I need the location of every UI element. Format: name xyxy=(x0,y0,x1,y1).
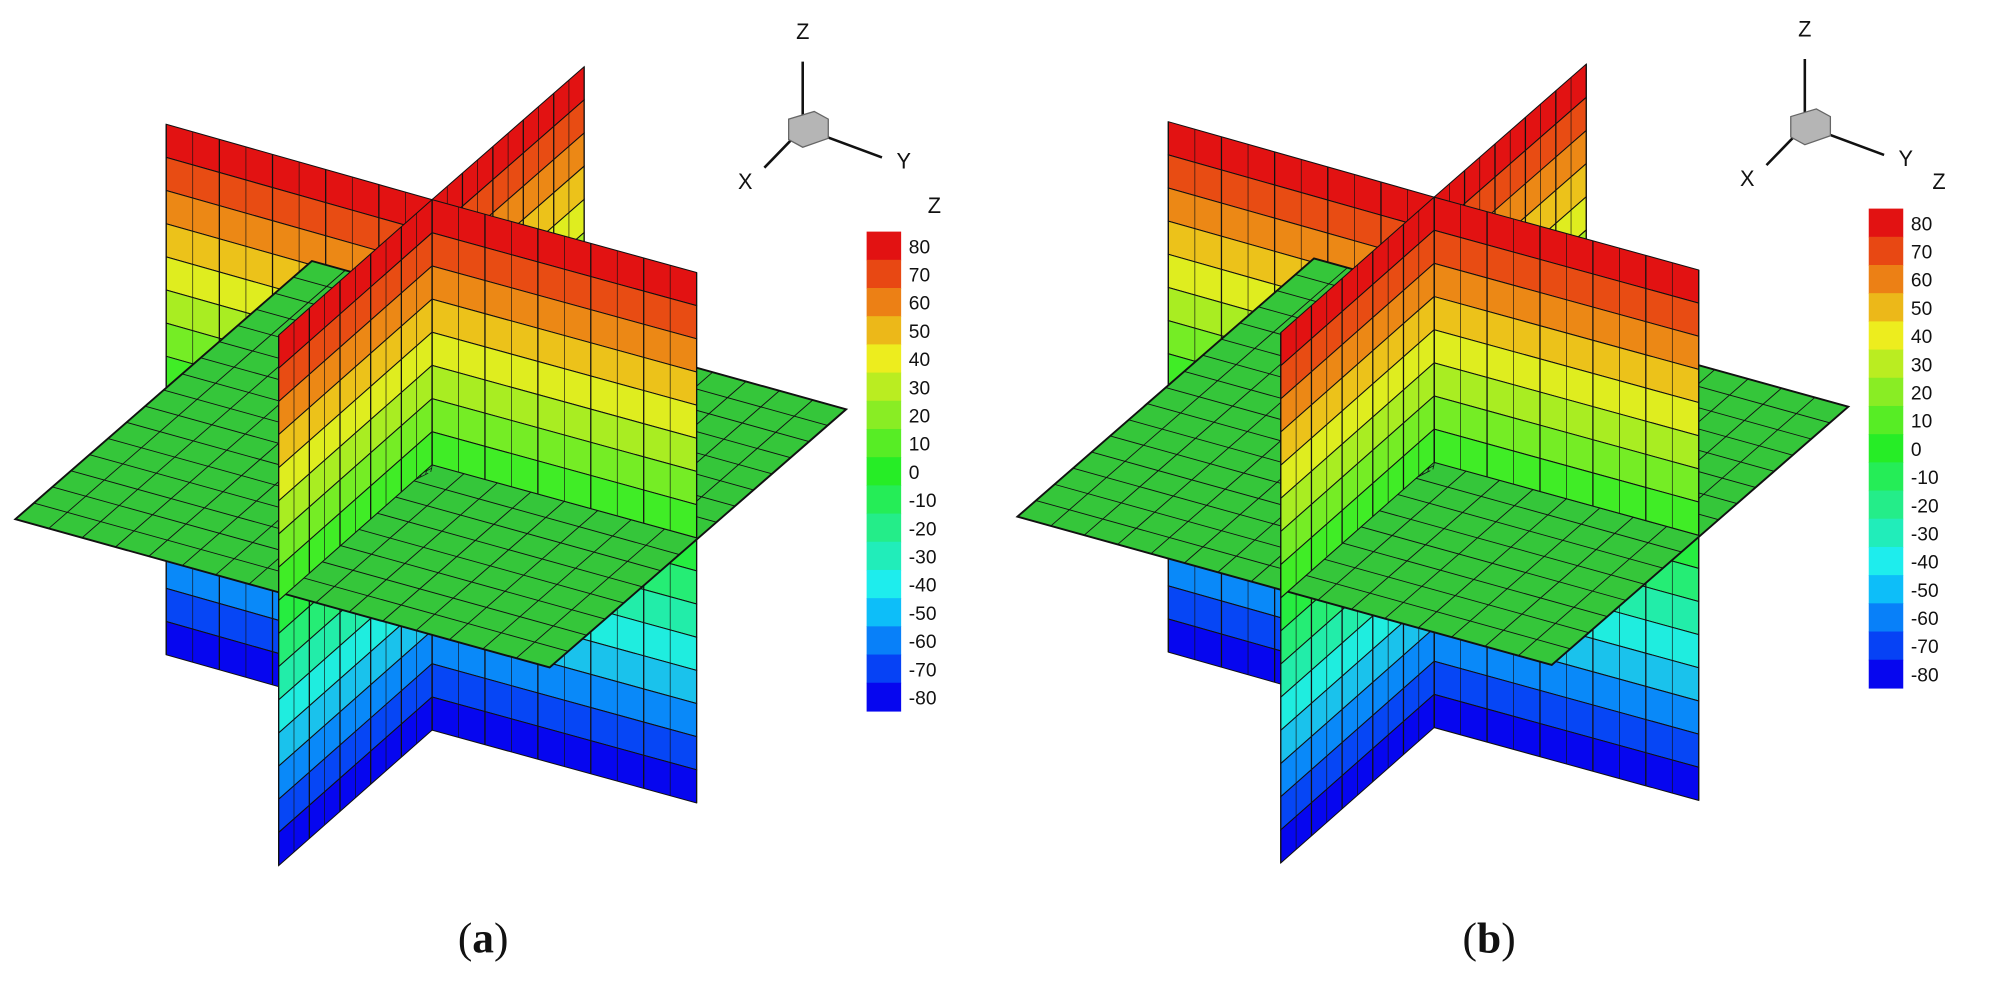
colorbar-cell xyxy=(866,231,902,261)
colorbar-cell xyxy=(866,287,902,317)
mesh-plot xyxy=(13,65,849,867)
colorbar-label: -20 xyxy=(909,519,937,540)
colorbar-cell xyxy=(866,682,902,712)
colorbar-cell xyxy=(866,513,902,543)
colorbar-cell xyxy=(866,457,902,487)
colorbar-label: -50 xyxy=(1911,581,1939,602)
colorbar-label: 60 xyxy=(1911,271,1932,292)
colorbar-label: -60 xyxy=(1911,609,1939,630)
colorbar-cell xyxy=(1868,349,1904,379)
colorbar-cell xyxy=(866,485,902,515)
caption: (a) xyxy=(458,914,509,962)
colorbar-label: -10 xyxy=(1911,468,1939,489)
colorbar-cell xyxy=(1868,603,1904,633)
colorbar-cell xyxy=(1868,490,1904,520)
colorbar-cell xyxy=(1868,434,1904,463)
caption-part: b xyxy=(1477,914,1501,962)
colorbar-cell xyxy=(1868,293,1904,323)
colorbar-label: 30 xyxy=(909,378,930,399)
axis-label: Z xyxy=(1798,17,1811,42)
colorbar-cell xyxy=(1868,546,1904,576)
colorbar-label: 0 xyxy=(1911,440,1922,461)
axis-label: Y xyxy=(1899,146,1914,171)
colorbar-title: Z xyxy=(928,193,941,218)
colorbar-label: 10 xyxy=(909,435,930,456)
colorbar-label: 30 xyxy=(1911,355,1932,376)
colorbar-cell xyxy=(1868,321,1904,351)
colorbar-cell xyxy=(1868,462,1904,492)
colorbar-label: -40 xyxy=(909,576,937,597)
axis-label: Y xyxy=(896,148,911,173)
caption-part: ) xyxy=(494,914,508,962)
colorbar-cell xyxy=(866,400,902,430)
axis-label: X xyxy=(1740,166,1755,191)
colorbar-label: -30 xyxy=(1911,524,1939,545)
colorbar-label: -10 xyxy=(909,491,937,512)
colorbar-label: 70 xyxy=(909,266,930,287)
axis-cube xyxy=(1790,108,1832,146)
colorbar-label: -80 xyxy=(909,688,937,709)
caption: (b) xyxy=(1463,914,1516,962)
colorbar-label: 80 xyxy=(909,237,930,258)
colorbar-label: -80 xyxy=(1911,665,1939,686)
caption-part: ( xyxy=(458,914,472,962)
axis-label: Z xyxy=(796,19,809,44)
colorbar-cell xyxy=(866,259,902,289)
colorbar-label: -50 xyxy=(909,604,937,625)
axis-triad: Z Y X xyxy=(738,19,911,194)
colorbar-cell xyxy=(1868,377,1904,407)
colorbar-label: -30 xyxy=(909,547,937,568)
colorbar-cell xyxy=(1868,659,1904,689)
colorbar-label: -20 xyxy=(1911,496,1939,517)
colorbar-title: Z xyxy=(1932,169,1945,194)
colorbar-label: 0 xyxy=(909,463,920,484)
caption-part: ) xyxy=(1501,914,1515,962)
colorbar-label: -70 xyxy=(1911,637,1939,658)
colorbar-cell xyxy=(1868,631,1904,661)
colorbar-cell xyxy=(866,626,902,656)
colorbar-cell xyxy=(866,316,902,346)
colorbar-cell xyxy=(866,372,902,402)
axis-triad: Z Y X xyxy=(1740,17,1913,192)
colorbar-label: 70 xyxy=(1911,243,1932,264)
colorbar-label: -60 xyxy=(909,632,937,653)
colorbar-cell xyxy=(866,428,902,458)
colorbar-label: 20 xyxy=(909,406,930,427)
mesh-plot xyxy=(1015,63,1851,865)
colorbar-label: 20 xyxy=(1911,383,1932,404)
colorbar-cell xyxy=(866,569,902,599)
colorbar-cell xyxy=(866,598,902,627)
colorbar-label: 60 xyxy=(909,294,930,315)
panel: ZYXZ80706050403020100-10-20-30-40-50-60-… xyxy=(13,19,941,962)
colorbar: Z80 70 60 50 40 30 20 10 0 -10 -20 -30 -40 -50 -60 -70 -… xyxy=(1868,169,1946,689)
axis-label: X xyxy=(738,169,753,194)
caption-part: ( xyxy=(1463,914,1477,962)
caption-part: a xyxy=(472,914,494,962)
axis-cube xyxy=(788,110,829,148)
colorbar-label: 10 xyxy=(1911,412,1932,433)
colorbar-label: 40 xyxy=(909,350,930,371)
colorbar-label: 50 xyxy=(1911,299,1932,320)
colorbar-label: 50 xyxy=(909,322,930,343)
colorbar-cell xyxy=(1868,236,1904,266)
colorbar-cell xyxy=(866,654,902,684)
colorbar-cell xyxy=(866,541,902,571)
colorbar-cell xyxy=(1868,405,1904,435)
colorbar: Z 80 70 60 50 40 30 20 10 0 -10 -20 -30 -40 -50 -60 -70 -… xyxy=(866,193,941,712)
colorbar-cell xyxy=(866,344,902,374)
colorbar-cell xyxy=(1868,575,1904,604)
colorbar-label: 80 xyxy=(1911,214,1932,235)
colorbar-label: -70 xyxy=(909,660,937,681)
colorbar-cell xyxy=(1868,208,1904,238)
colorbar-cell xyxy=(1868,518,1904,548)
colorbar-label: -40 xyxy=(1911,553,1939,574)
colorbar-cell xyxy=(1868,264,1904,294)
colorbar-label: 40 xyxy=(1911,327,1932,348)
